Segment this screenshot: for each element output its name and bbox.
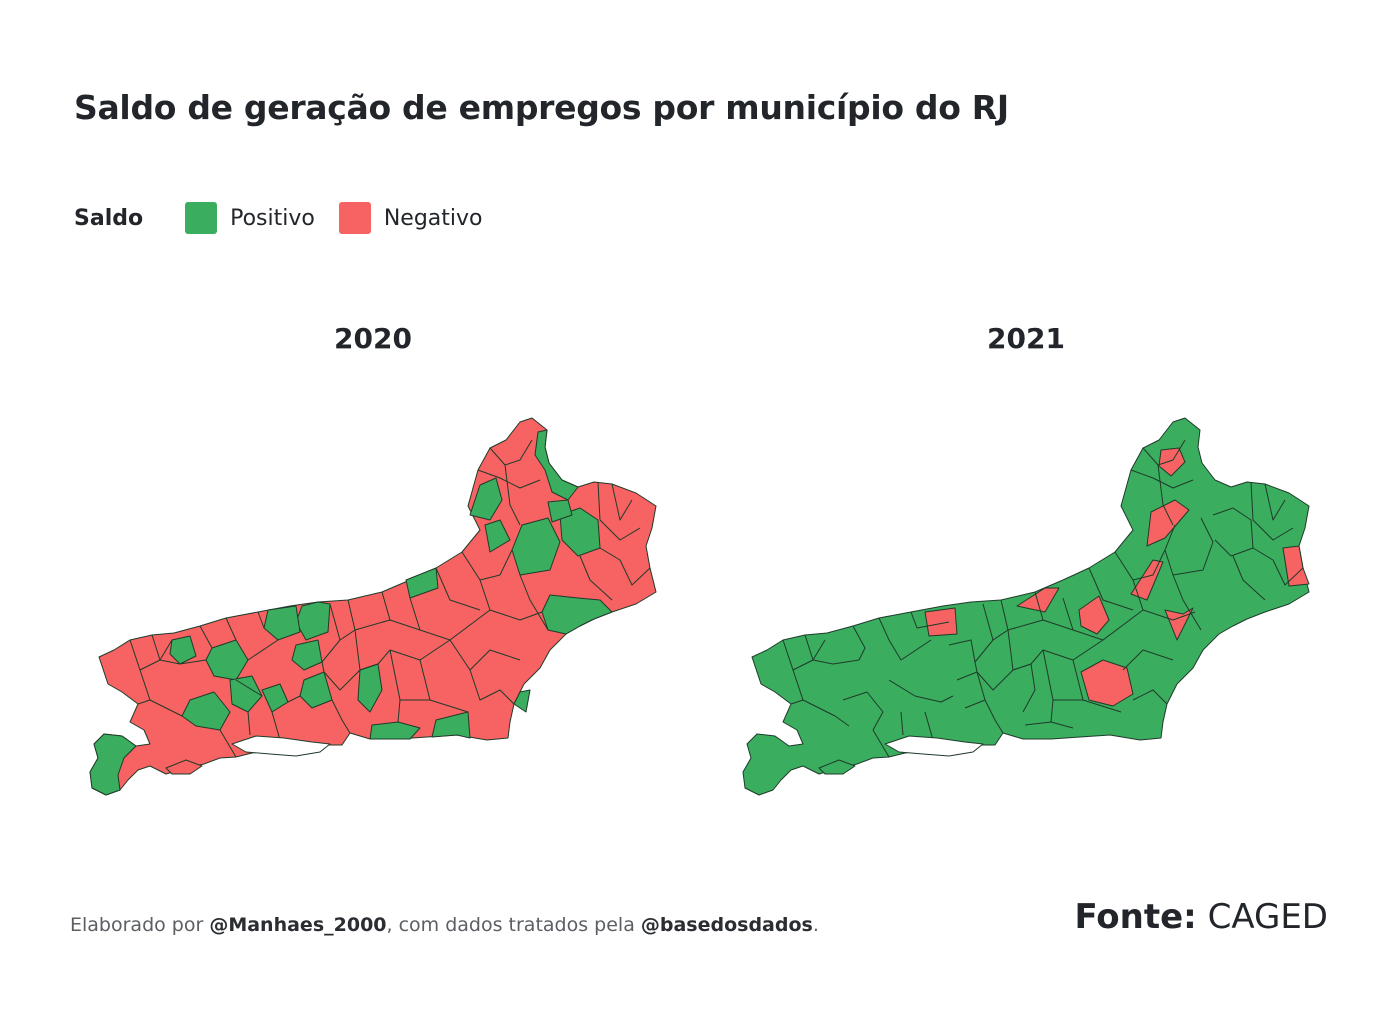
legend-item-positive: Positivo [185, 202, 315, 234]
legend-swatch-negative [338, 202, 371, 234]
positive-municipalities-2020 [89, 429, 613, 796]
map-title-2021: 2021 [987, 322, 1065, 355]
source-label: Fonte: [1074, 897, 1197, 937]
island-2021 [818, 759, 856, 775]
municipal-borders-2020 [129, 439, 651, 758]
map-2021 [742, 417, 1310, 796]
caption-middle: , com dados tratados pela [386, 914, 641, 936]
legend: Saldo Positivo Negativo [74, 202, 506, 234]
legend-swatch-positive [185, 202, 218, 234]
bay-2020 [231, 735, 331, 757]
legend-item-negative: Negativo [338, 202, 483, 234]
caption-org: @basedosdados [640, 914, 813, 936]
source-value: CAGED [1207, 897, 1328, 937]
negative-municipalities-2021 [924, 447, 1310, 707]
caption-author: @Manhaes_2000 [209, 914, 387, 936]
caption: Elaborado por @Manhaes_2000, com dados t… [70, 914, 819, 936]
map-title-2020: 2020 [334, 322, 412, 355]
caption-suffix: . [812, 914, 819, 936]
municipal-borders-2021 [782, 439, 1304, 758]
legend-label-negative: Negativo [383, 205, 483, 231]
island-2020 [165, 759, 203, 775]
map-2020 [89, 417, 657, 796]
chart-title: Saldo de geração de empregos por municíp… [74, 88, 1009, 127]
source: Fonte: CAGED [1074, 897, 1328, 937]
bay-2021 [884, 735, 984, 757]
caption-prefix: Elaborado por [70, 914, 210, 936]
legend-title: Saldo [74, 205, 144, 231]
legend-label-positive: Positivo [230, 205, 315, 231]
